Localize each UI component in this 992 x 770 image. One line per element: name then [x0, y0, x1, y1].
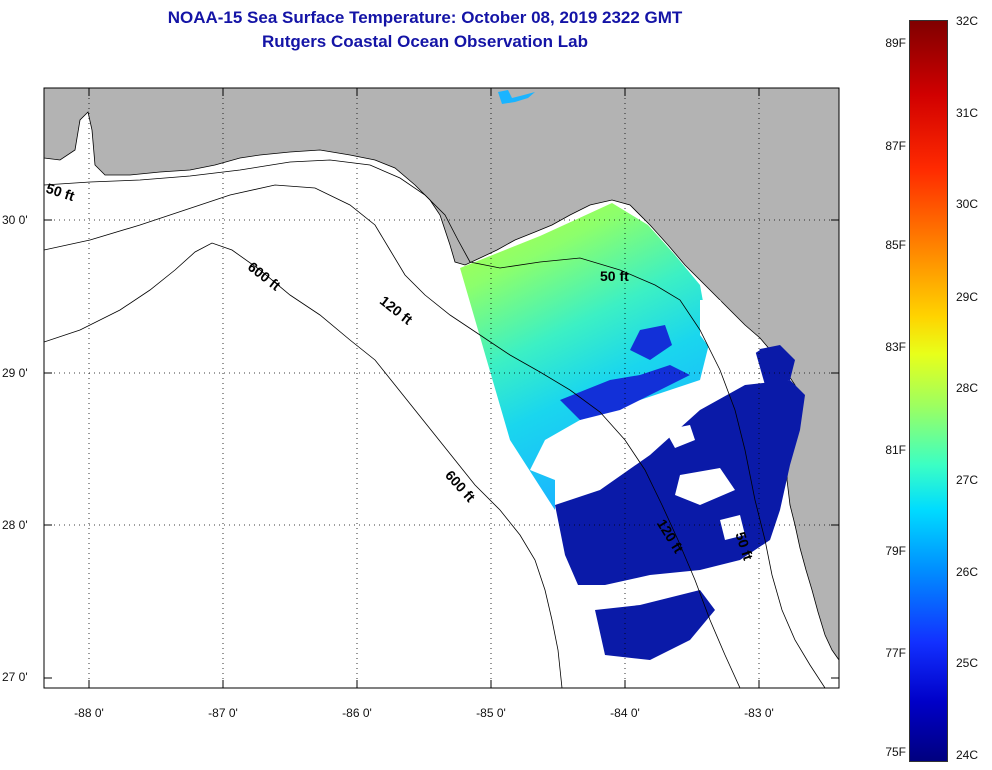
- cloud-gap: [720, 515, 745, 540]
- colorbar-c-label: 26C: [956, 565, 979, 579]
- colorbar-c-label: 24C: [956, 748, 979, 762]
- colorbar-f-label: 79F: [885, 544, 906, 558]
- lat-tick-label: 27 0': [2, 670, 28, 684]
- isobath-label: 50 ft: [600, 268, 629, 284]
- cloud-gap: [675, 468, 735, 505]
- lat-tick-label: 29 0': [2, 366, 28, 380]
- lake-patch: [498, 90, 535, 104]
- lon-tick-label: -84 0': [610, 706, 640, 720]
- colorbar-c-label: 32C: [956, 14, 979, 28]
- colorbar-f-label: 81F: [885, 443, 906, 457]
- isobath-120ft: [44, 184, 741, 688]
- lon-tick-label: -85 0': [476, 706, 506, 720]
- colorbar-f-label: 83F: [885, 340, 906, 354]
- lat-tick-label: 30 0': [2, 213, 28, 227]
- plot-frame: [43, 87, 840, 689]
- cold-water-patch: [755, 345, 795, 385]
- lon-tick-label: -88 0': [74, 706, 104, 720]
- tick-marks: [44, 88, 839, 688]
- lon-tick-label: -83 0': [744, 706, 774, 720]
- colorbar-c-label: 27C: [956, 473, 979, 487]
- graticule: [44, 88, 839, 688]
- isobath-50ft: [44, 159, 826, 688]
- colorbar-f-label: 77F: [885, 646, 906, 660]
- land-mass: [44, 88, 839, 661]
- lon-tick-label: -86 0': [342, 706, 372, 720]
- colorbar-c-label: 28C: [956, 381, 979, 395]
- colorbar-f-label: 85F: [885, 238, 906, 252]
- isobath-600ft: [44, 242, 563, 688]
- lat-tick-label: 28 0': [2, 518, 28, 532]
- colorbar-f-label: 87F: [885, 139, 906, 153]
- cold-water-patch: [630, 325, 672, 360]
- colorbar-f-label: 75F: [885, 745, 906, 759]
- colorbar-c-label: 31C: [956, 106, 979, 120]
- map-title: NOAA-15 Sea Surface Temperature: October…: [167, 8, 683, 27]
- map-subtitle: Rutgers Coastal Ocean Observation Lab: [262, 32, 588, 51]
- temperature-colorbar: [909, 20, 948, 762]
- colorbar-f-label: 89F: [885, 36, 906, 50]
- colorbar-c-label: 29C: [956, 290, 979, 304]
- lon-tick-label: -87 0': [208, 706, 238, 720]
- colorbar-c-label: 25C: [956, 656, 979, 670]
- cloud-gap: [665, 425, 695, 448]
- sst-swath: [460, 203, 710, 510]
- colorbar-c-label: 30C: [956, 197, 979, 211]
- cloud-gap: [700, 300, 760, 360]
- cold-water-patch: [595, 590, 715, 660]
